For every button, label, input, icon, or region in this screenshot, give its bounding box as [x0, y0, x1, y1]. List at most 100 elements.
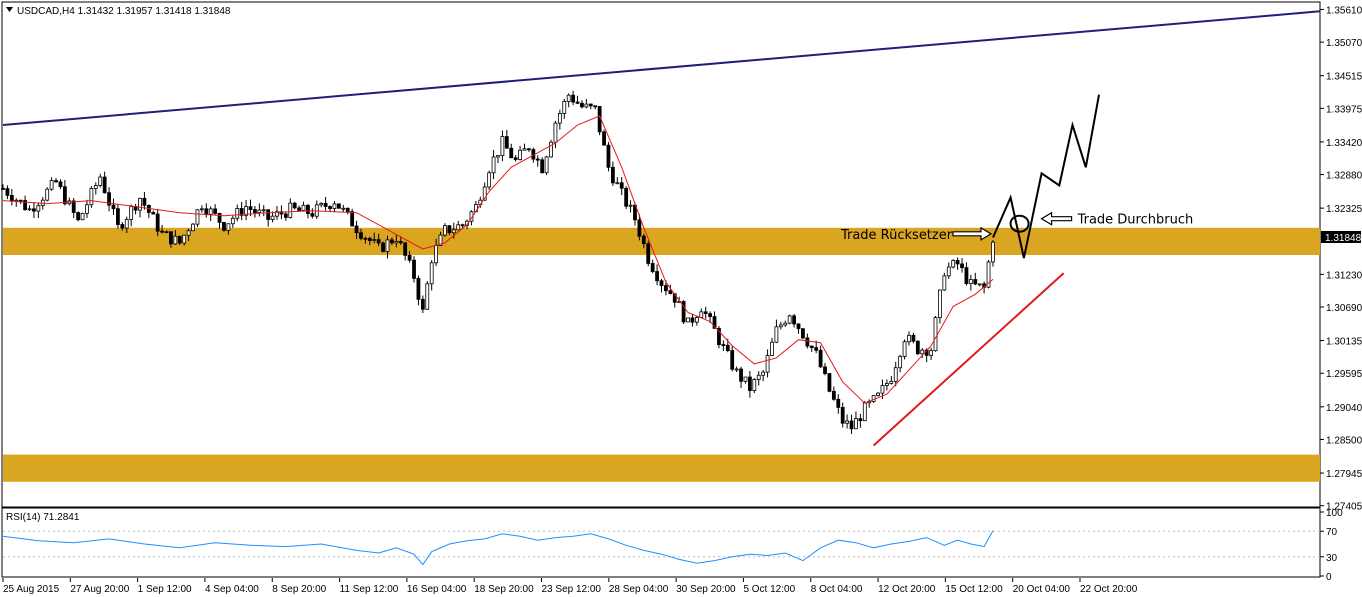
candle	[730, 345, 735, 372]
price-tick-label: 1.28500	[1326, 435, 1362, 446]
time-tick-label: 8 Sep 20:00	[272, 584, 326, 595]
candle	[602, 129, 606, 146]
candle-body	[964, 267, 969, 284]
candle-body	[743, 376, 748, 382]
candle	[796, 323, 801, 334]
candle	[960, 258, 964, 273]
candle	[809, 345, 814, 352]
price-tick-label: 1.34515	[1326, 72, 1362, 83]
dropdown-triangle-icon[interactable]	[6, 7, 13, 12]
candle	[544, 155, 549, 176]
candle	[407, 250, 412, 263]
candle	[76, 211, 81, 222]
candle-body	[341, 207, 346, 210]
price-tick-label: 1.32880	[1326, 171, 1362, 182]
candle-body	[173, 235, 178, 245]
candle-body	[195, 209, 200, 225]
candle	[902, 339, 907, 360]
candle	[85, 199, 89, 219]
candle-body	[186, 230, 191, 236]
candle-body	[217, 213, 222, 223]
candle-body	[9, 195, 14, 202]
candle-body	[562, 101, 567, 114]
candle-body	[527, 148, 531, 151]
candle-body	[836, 398, 841, 408]
candle-body	[991, 241, 995, 263]
candle-body	[765, 355, 770, 373]
candle-body	[831, 390, 836, 400]
candle	[938, 289, 942, 324]
candle	[557, 109, 562, 130]
candle	[102, 171, 107, 194]
candle-body	[787, 315, 792, 324]
candle-body	[633, 204, 637, 221]
candle-body	[62, 186, 67, 205]
time-tick-label: 4 Sep 04:00	[205, 584, 259, 595]
candle-body	[208, 208, 213, 215]
candle	[253, 205, 257, 218]
price-tick-label: 1.33975	[1326, 104, 1362, 115]
candle-body	[160, 230, 165, 233]
candle-body	[655, 271, 659, 282]
candle	[858, 413, 863, 428]
candle	[456, 220, 461, 231]
candle-body	[796, 323, 801, 330]
candle	[359, 228, 363, 241]
candle	[513, 155, 518, 162]
rsi-panel-frame	[1, 507, 1321, 578]
candle	[831, 386, 836, 401]
candle	[412, 256, 416, 283]
candle	[248, 199, 253, 217]
candle	[915, 340, 920, 356]
candle-body	[199, 208, 204, 211]
candle-body	[213, 208, 218, 214]
candles	[1, 90, 995, 435]
candle	[778, 321, 783, 330]
candle	[429, 260, 434, 291]
rsi-lines	[2, 530, 1320, 566]
candle-body	[690, 317, 695, 323]
candle	[756, 371, 761, 386]
candle-body	[482, 186, 487, 201]
candle-body	[610, 166, 615, 184]
candle	[222, 221, 226, 232]
price-tick-label: 1.30690	[1326, 303, 1362, 314]
candle-body	[226, 223, 231, 231]
candle-body	[138, 197, 142, 211]
candle	[765, 349, 770, 378]
candle	[668, 284, 673, 295]
time-tick-label: 8 Oct 04:00	[811, 584, 863, 595]
time-tick-label: 23 Sep 12:00	[542, 584, 602, 595]
candle	[204, 203, 209, 218]
candle-body	[412, 259, 416, 279]
rsi-tick-label: 0	[1326, 572, 1332, 583]
candle	[195, 209, 200, 228]
candle	[89, 186, 94, 208]
sr-zones	[3, 227, 1320, 482]
candle	[646, 240, 651, 267]
candle	[120, 222, 125, 231]
candle-body	[858, 418, 863, 422]
candle	[350, 208, 355, 227]
price-tick-label: 1.33420	[1326, 138, 1362, 149]
candle	[403, 241, 408, 261]
candle-body	[93, 185, 98, 189]
candle	[566, 93, 571, 108]
candle-body	[89, 188, 94, 206]
candle-body	[580, 102, 584, 108]
candle-body	[394, 240, 399, 244]
candle-body	[986, 261, 991, 288]
candle-body	[907, 334, 911, 343]
candle	[45, 187, 50, 202]
candle-body	[129, 206, 134, 220]
candle-body	[270, 215, 275, 220]
candle	[920, 348, 925, 359]
candle-body	[297, 207, 302, 211]
rsi-tick-label: 100	[1326, 508, 1343, 519]
candle-body	[783, 322, 788, 326]
candle-body	[845, 420, 850, 424]
candle	[62, 179, 67, 206]
symbol-info: USDCAD,H4 1.31432 1.31957 1.31418 1.3184…	[17, 6, 231, 17]
candle-body	[933, 317, 938, 352]
